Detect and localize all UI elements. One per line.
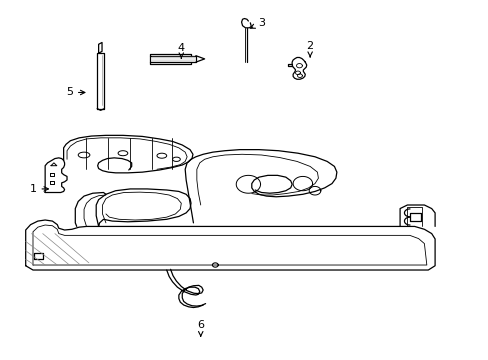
Text: 4: 4 xyxy=(177,43,184,58)
Text: 1: 1 xyxy=(29,184,48,194)
Text: 5: 5 xyxy=(66,87,85,98)
Text: 2: 2 xyxy=(306,41,313,57)
Text: 6: 6 xyxy=(197,320,204,336)
Text: 3: 3 xyxy=(250,18,264,28)
